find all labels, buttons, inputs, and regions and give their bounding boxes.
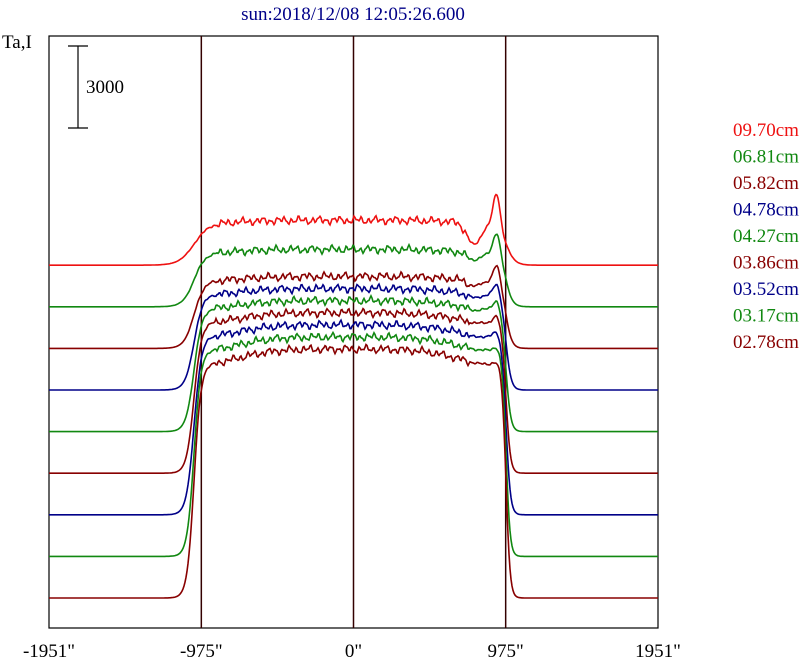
series-line-04.27cm — [49, 294, 658, 433]
x-tick-labels: -1951" -975" 0" 975" 1951" — [23, 641, 681, 662]
series-line-06.81cm — [49, 233, 658, 308]
x-tick-label-3: 975" — [488, 641, 524, 662]
series-line-03.17cm — [49, 330, 658, 558]
x-tick-label-0: -1951" — [23, 641, 75, 662]
legend-entry-02.78cm: 02.78cm — [733, 332, 799, 353]
series-line-03.52cm — [49, 318, 658, 516]
series-line-05.82cm — [49, 264, 658, 350]
legend-entry-04.27cm: 04.27cm — [733, 226, 799, 247]
scale-bar-label: 3000 — [86, 77, 124, 98]
legend-entry-09.70cm: 09.70cm — [733, 120, 799, 141]
y-axis-label: Ta,I — [2, 32, 32, 53]
series-line-03.86cm — [49, 307, 658, 475]
legend: 09.70cm 06.81cm 05.82cm 04.78cm 04.27cm 03.86… — [733, 120, 799, 353]
legend-entry-03.52cm: 03.52cm — [733, 279, 799, 300]
series-line-02.78cm — [49, 343, 658, 599]
x-tick-label-2: 0" — [345, 641, 362, 662]
legend-entry-03.17cm: 03.17cm — [733, 306, 799, 327]
legend-entry-05.82cm: 05.82cm — [733, 173, 799, 194]
series-line-04.78cm — [49, 282, 658, 391]
legend-entry-04.78cm: 04.78cm — [733, 200, 799, 221]
x-tick-label-1: -975" — [180, 641, 223, 662]
series-lines — [49, 193, 658, 599]
series-line-09.70cm — [49, 193, 658, 267]
x-tick-label-4: 1951" — [635, 641, 681, 662]
legend-entry-06.81cm: 06.81cm — [733, 147, 799, 168]
scale-bar: 3000 — [68, 45, 124, 129]
chart-title: sun:2018/12/08 12:05:26.600 — [241, 4, 465, 25]
legend-entry-03.86cm: 03.86cm — [733, 253, 799, 274]
